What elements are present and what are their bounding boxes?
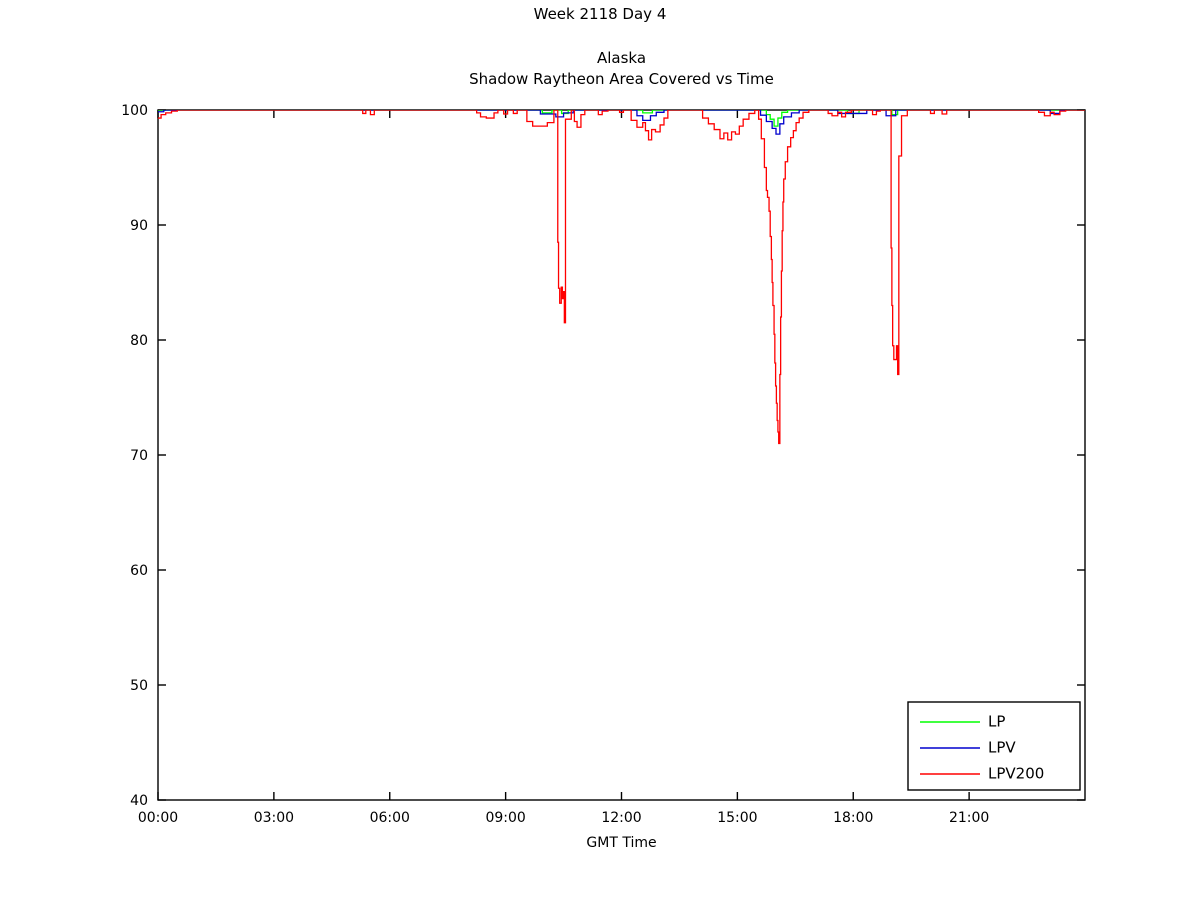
- y-tick-label: 50: [130, 678, 148, 694]
- series-line-lp: [158, 110, 1085, 127]
- x-tick-label: 15:00: [717, 810, 757, 826]
- y-tick-label: 80: [130, 333, 148, 349]
- x-tick-label: 06:00: [370, 810, 410, 826]
- x-tick-label: 18:00: [833, 810, 873, 826]
- axes-title-line2: Shadow Raytheon Area Covered vs Time: [469, 70, 774, 88]
- x-axis-ticks: 00:00 03:00 06:00 09:00 12:00 15:00 18:00 21:00: [138, 110, 989, 826]
- x-tick-label: 09:00: [485, 810, 525, 826]
- legend-label-lp[interactable]: LP: [988, 713, 1005, 731]
- x-tick-label: 21:00: [949, 810, 989, 826]
- chart-legend[interactable]: LP LPV LPV200: [907, 701, 1081, 791]
- y-tick-label: 90: [130, 218, 148, 234]
- y-tick-label: 40: [130, 793, 148, 809]
- axes-frame: [157, 109, 1086, 801]
- series-line-lpv: [158, 110, 1085, 135]
- legend-box: [907, 701, 1081, 791]
- y-tick-label: 60: [130, 563, 148, 579]
- y-tick-label: 100: [121, 103, 148, 119]
- x-tick-label: 00:00: [138, 810, 178, 826]
- x-tick-label: 03:00: [254, 810, 294, 826]
- axes-title: Alaska Shadow Raytheon Area Covered vs T…: [158, 48, 1085, 90]
- legend-label-lpv200[interactable]: LPV200: [988, 765, 1044, 783]
- y-tick-label: 70: [130, 448, 148, 464]
- figure-suptitle: Week 2118 Day 4: [533, 5, 667, 23]
- series-line-lpv200: [158, 110, 1085, 445]
- x-tick-label: 12:00: [601, 810, 641, 826]
- legend-label-lpv[interactable]: LPV: [988, 739, 1016, 757]
- data-series-group: [158, 110, 1085, 445]
- axes-title-line1: Alaska: [596, 49, 647, 67]
- x-axis-label: GMT Time: [586, 835, 657, 851]
